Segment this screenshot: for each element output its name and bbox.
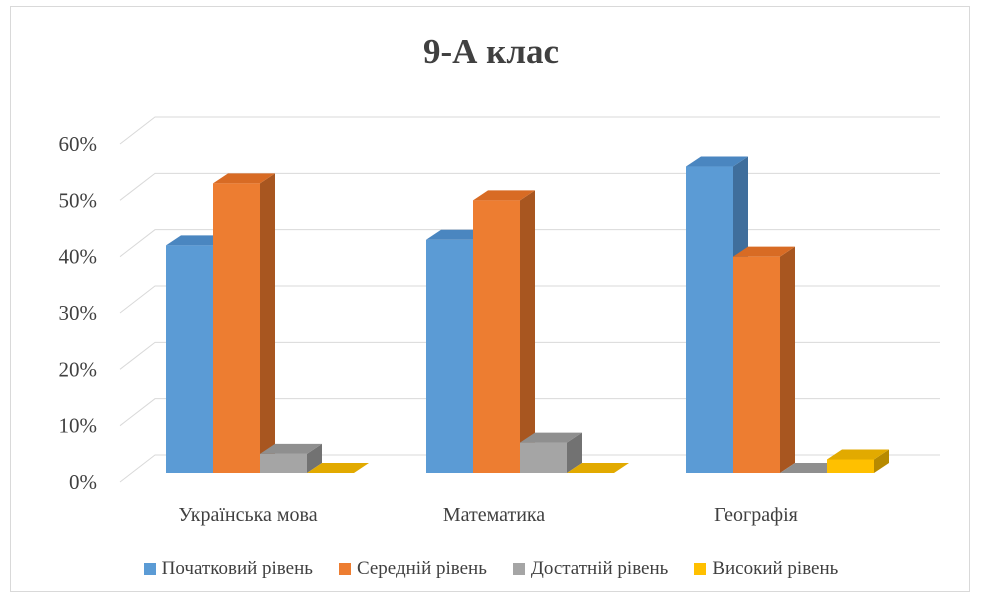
bar-front — [733, 256, 780, 473]
bar-top — [780, 463, 842, 473]
bar — [780, 463, 842, 473]
gridline — [119, 229, 940, 258]
gridlines — [119, 116, 940, 483]
bar — [307, 463, 369, 473]
legend-label: Високий рівень — [712, 558, 839, 579]
x-tick-label: Українська мова — [178, 504, 317, 526]
bar-top — [426, 229, 488, 240]
legend-entry: Початковий рівень — [143, 558, 313, 580]
bar-side — [874, 449, 889, 473]
bar — [260, 443, 322, 473]
y-tick-label: 30% — [59, 301, 98, 325]
bar-front — [426, 239, 473, 473]
legend-entry: Середній рівень — [338, 558, 487, 580]
bar-front — [213, 183, 260, 473]
legend: Початковий рівень Середній рівень Достатні… — [0, 558, 982, 580]
legend-label: Початковий рівень — [161, 558, 313, 579]
bar — [213, 173, 275, 473]
bar — [733, 246, 795, 473]
y-tick-label: 50% — [59, 188, 98, 212]
y-tick-label: 10% — [59, 414, 98, 438]
bar-side — [307, 443, 322, 473]
gridline — [119, 341, 940, 370]
bar-front — [520, 442, 567, 473]
bar — [473, 190, 535, 474]
chart-frame — [10, 6, 970, 592]
bar-side — [260, 173, 275, 473]
bar — [567, 463, 629, 473]
bar-top — [520, 432, 582, 443]
y-tick-label: 20% — [59, 357, 98, 381]
bar-side — [567, 432, 582, 473]
bar-side — [780, 246, 795, 473]
bar-top — [686, 156, 748, 167]
bars — [166, 156, 889, 474]
bar-top — [260, 443, 322, 454]
bar-top — [166, 235, 228, 246]
y-tick-label: 0% — [69, 470, 97, 494]
bar-top — [827, 449, 889, 460]
y-tick-label: 40% — [59, 245, 98, 269]
legend-swatch — [512, 563, 525, 575]
bar-top — [733, 246, 795, 257]
bar-top — [213, 173, 275, 184]
y-axis: 0% 10% 20% 30% 40% 50% 60% — [59, 132, 98, 494]
bar-top — [307, 463, 369, 473]
bar-front — [473, 200, 520, 474]
bar-front — [827, 459, 874, 473]
bar-top — [567, 463, 629, 473]
x-axis: Українська мова Математика Географія — [178, 504, 797, 526]
legend-entry: Високий рівень — [694, 558, 838, 580]
bar-front — [166, 245, 213, 473]
gridline — [119, 398, 940, 427]
legend-label: Середній рівень — [356, 558, 487, 579]
chart-title: 9-А клас — [422, 32, 560, 71]
gridline — [119, 116, 940, 145]
bar — [827, 449, 889, 473]
legend-swatch — [143, 563, 156, 575]
gridline — [119, 285, 940, 314]
legend-swatch — [694, 563, 707, 575]
legend-swatch — [338, 563, 351, 575]
bar-top — [473, 190, 535, 201]
gridline — [119, 172, 940, 201]
x-tick-label: Математика — [443, 504, 545, 526]
x-tick-label: Географія — [714, 504, 798, 526]
y-tick-label: 60% — [59, 132, 98, 156]
legend-label: Достатній рівень — [530, 558, 669, 579]
bar-front — [686, 166, 733, 474]
bar-front — [260, 453, 307, 473]
gridline — [119, 454, 940, 483]
bar-side — [520, 190, 535, 474]
bar — [520, 432, 582, 473]
legend-entry: Достатній рівень — [512, 558, 669, 580]
